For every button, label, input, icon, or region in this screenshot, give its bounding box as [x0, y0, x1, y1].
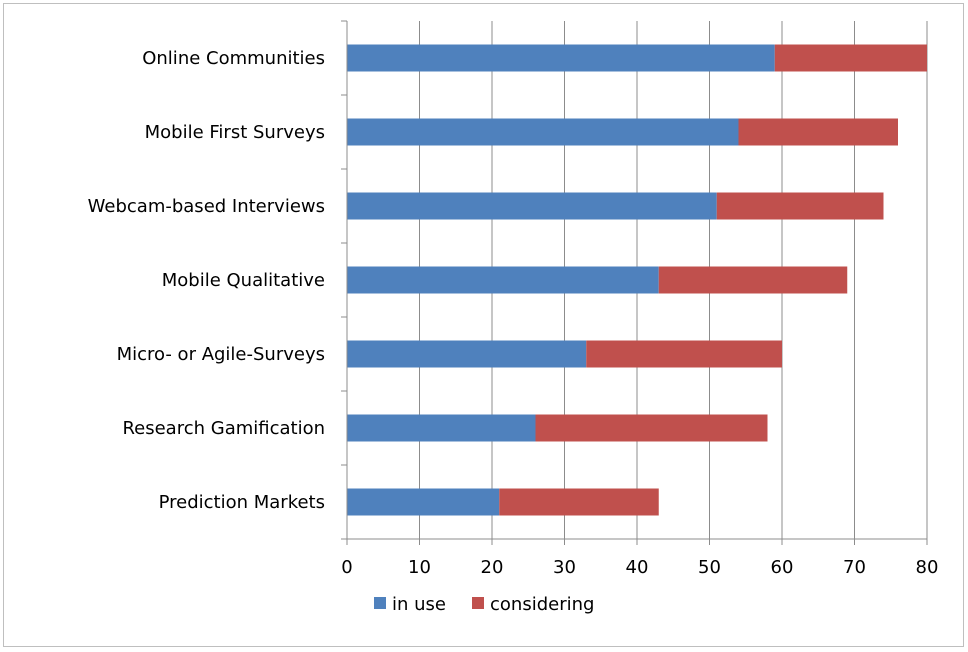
category-label: Prediction Markets [159, 492, 325, 513]
bar-considering [716, 192, 884, 220]
bar-in-use [347, 340, 587, 368]
x-tick-label: 0 [341, 557, 352, 578]
axes [341, 20, 928, 545]
legend-swatch-considering [472, 597, 484, 609]
bar-considering [658, 266, 848, 294]
legend: in use considering [374, 594, 594, 615]
bars [347, 44, 927, 516]
category-labels: Online Communities Mobile First Surveys We… [88, 48, 325, 513]
category-label: Micro- or Agile-Surveys [117, 344, 325, 365]
x-tick-label: 20 [481, 557, 504, 578]
x-tick-label: 50 [698, 557, 721, 578]
bar-in-use [347, 488, 500, 516]
category-label: Mobile First Surveys [145, 122, 325, 143]
bar-in-use [347, 266, 659, 294]
legend-label-considering: considering [490, 594, 594, 615]
chart-frame: Online Communities Mobile First Surveys We… [3, 3, 964, 647]
category-label: Mobile Qualitative [162, 270, 325, 291]
x-tick-label: 40 [626, 557, 649, 578]
legend-label-in-use: in use [392, 594, 446, 615]
category-label: Research Gamification [122, 418, 325, 439]
bar-considering [774, 44, 927, 72]
category-label: Online Communities [142, 48, 325, 69]
bar-considering [738, 118, 898, 146]
bar-in-use [347, 414, 536, 442]
x-tick-label: 80 [916, 557, 939, 578]
x-tick-labels: 0 10 20 30 40 50 60 70 80 [341, 557, 938, 578]
x-tick-label: 60 [771, 557, 794, 578]
bar-considering [499, 488, 659, 516]
bar-considering [586, 340, 782, 368]
legend-swatch-in-use [374, 597, 386, 609]
stacked-bar-chart: Online Communities Mobile First Surveys We… [88, 20, 938, 615]
bar-in-use [347, 118, 739, 146]
bar-considering [535, 414, 768, 442]
bar-in-use [347, 192, 717, 220]
x-tick-label: 70 [843, 557, 866, 578]
x-tick-label: 30 [553, 557, 576, 578]
category-label: Webcam-based Interviews [88, 196, 325, 217]
x-tick-label: 10 [408, 557, 431, 578]
bar-in-use [347, 44, 775, 72]
